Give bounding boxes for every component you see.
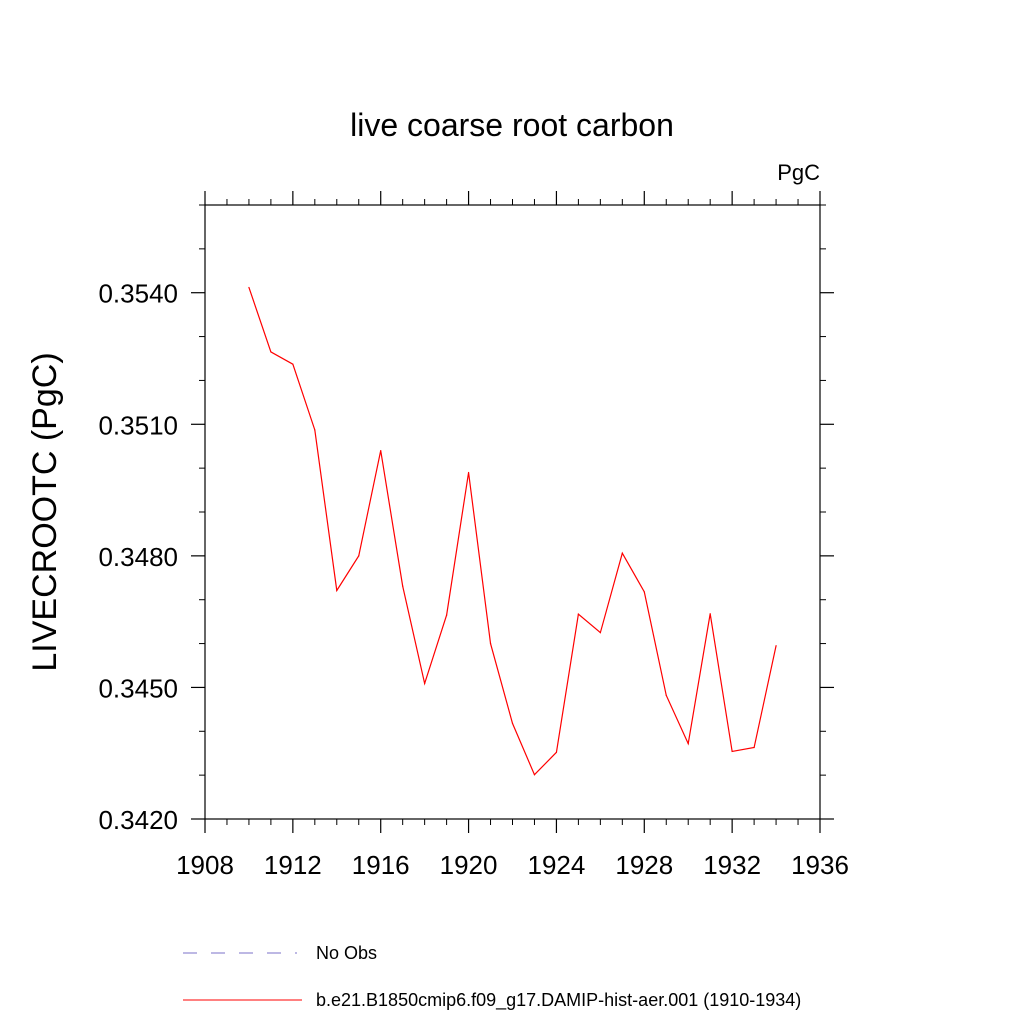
series-group [248,286,777,776]
data-point [577,613,579,615]
units-label: PgC [777,160,820,185]
legend: No Obs b.e21.B1850cmip6.f09_g17.DAMIP-hi… [183,943,801,1011]
legend-series-label: b.e21.B1850cmip6.f09_g17.DAMIP-hist-aer.… [316,990,801,1011]
data-point [314,429,316,431]
data-point [248,286,250,289]
y-axis-ticks: 0.3420 0.3450 0.3480 0.3510 0.3540 [98,204,834,835]
data-point [709,613,711,615]
x-tick-label: 1912 [264,850,322,880]
x-tick-label: 1908 [176,850,234,880]
data-point [555,751,558,753]
data-point [665,694,667,696]
data-point [687,742,689,745]
data-point [621,552,623,554]
data-point [424,682,426,685]
data-point [380,450,382,452]
data-point [358,555,360,557]
data-point [467,471,470,474]
data-point [731,750,733,753]
x-tick-label: 1916 [352,850,410,880]
data-point [643,591,645,593]
data-point [270,351,272,353]
x-tick-label: 1920 [440,850,498,880]
data-point [402,585,404,587]
series-line [248,287,777,776]
y-axis-label: LIVECROOTC (PgC) [26,352,64,671]
data-point [511,722,514,724]
data-point [753,746,755,749]
x-tick-label: 1928 [615,850,673,880]
y-tick-label: 0.3450 [98,673,178,703]
x-axis-ticks: 1908 1912 1916 1920 1924 1928 1932 1936 [176,191,849,880]
data-point [446,614,448,616]
data-point [292,363,294,365]
data-point [533,774,536,776]
chart-title: live coarse root carbon [350,107,674,143]
x-tick-label: 1932 [703,850,761,880]
legend-no-obs-label: No Obs [316,943,377,963]
data-point [489,642,492,645]
y-tick-label: 0.3540 [98,279,178,309]
data-point [599,632,601,634]
data-point [336,589,338,592]
y-tick-label: 0.3510 [98,410,178,440]
x-tick-label: 1924 [528,850,586,880]
y-tick-label: 0.3480 [98,542,178,572]
x-tick-label: 1936 [791,850,849,880]
y-tick-label: 0.3420 [98,805,178,835]
data-point [775,645,777,647]
